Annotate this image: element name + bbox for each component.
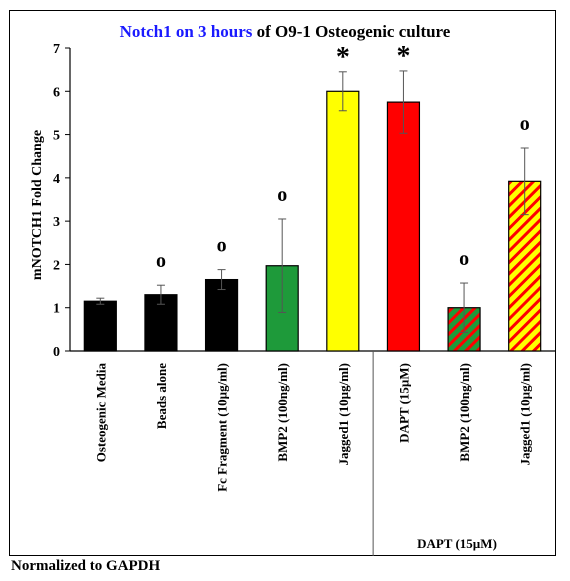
footnote: Normalized to GAPDH <box>11 558 161 574</box>
chart-title-rest: of O9-1 Osteogenic culture <box>252 22 451 41</box>
bar <box>386 101 421 352</box>
bar <box>204 278 239 352</box>
significance-marker: o <box>459 248 469 270</box>
y-axis-label: mNOTCH1 Fold Change <box>30 130 45 280</box>
x-tick-label: BMP2 (100ng/ml) <box>457 363 472 462</box>
y-tick-label: 1 <box>53 302 60 317</box>
y-tick-label: 3 <box>53 215 60 230</box>
bar <box>83 300 117 352</box>
bar <box>144 294 178 352</box>
chart-title: Notch1 on 3 hours of O9-1 Osteogenic cul… <box>0 22 570 42</box>
significance-marker: * <box>396 41 410 72</box>
x-tick-label: Jagged1 (10µg/ml) <box>336 363 351 465</box>
significance-marker: o <box>217 235 227 257</box>
y-tick-label: 0 <box>53 345 60 360</box>
x-tick-label: Fc Fragment (10µg/ml) <box>215 363 230 492</box>
y-tick-label: 7 <box>53 42 60 57</box>
significance-marker: o <box>156 250 166 272</box>
bar <box>326 90 360 352</box>
significance-marker: o <box>520 113 530 135</box>
significance-marker: o <box>277 184 287 206</box>
x-tick-label: BMP2 (100ng/ml) <box>275 363 290 462</box>
x-tick-label: DAPT (15µM) <box>396 363 411 443</box>
group-label: DAPT (15µM) <box>417 536 497 551</box>
y-tick-label: 2 <box>53 258 60 273</box>
y-tick-label: 6 <box>53 85 60 100</box>
chart-title-highlight: Notch1 on 3 hours <box>119 22 253 41</box>
x-tick-label: Jagged1 (10µg/ml) <box>518 363 533 465</box>
x-tick-label: Osteogenic Media <box>93 363 108 463</box>
significance-marker: * <box>336 42 350 73</box>
chart-frame <box>9 10 556 556</box>
x-tick-label: Beads alone <box>154 363 169 429</box>
y-tick-label: 4 <box>53 172 60 187</box>
y-tick-label: 5 <box>53 129 60 144</box>
